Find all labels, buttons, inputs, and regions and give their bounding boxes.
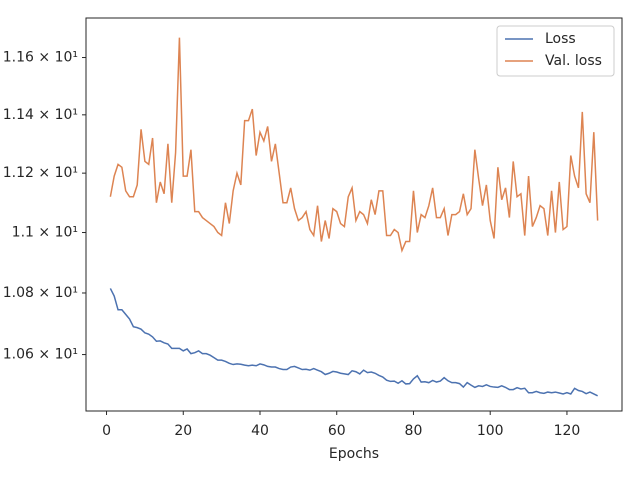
- y-tick-label: 1.12 × 10¹: [3, 165, 78, 181]
- x-tick-label: 100: [477, 423, 504, 439]
- x-tick-label: 40: [251, 423, 269, 439]
- y-tick-label: 1.08 × 10¹: [3, 285, 78, 301]
- x-axis-label: Epochs: [329, 446, 379, 462]
- x-tick-label: 80: [405, 423, 423, 439]
- x-tick-label: 20: [174, 423, 192, 439]
- plot-frame: [85, 17, 623, 412]
- y-tick-label: 1.16 × 10¹: [3, 50, 78, 66]
- x-tick-label: 60: [328, 423, 346, 439]
- line-series: [109, 37, 599, 254]
- y-tick-label: 1.06 × 10¹: [3, 347, 78, 363]
- x-tick-label: 0: [102, 423, 111, 439]
- legend-label: Loss: [545, 31, 576, 47]
- legend: Loss Val. loss: [496, 25, 615, 77]
- y-tick-label: 1.14 × 10¹: [3, 107, 78, 123]
- line-series: [109, 288, 598, 397]
- y-tick-label: 1.1 × 10¹: [12, 225, 78, 241]
- x-tick-label: 120: [554, 423, 581, 439]
- legend-label: Val. loss: [545, 53, 602, 69]
